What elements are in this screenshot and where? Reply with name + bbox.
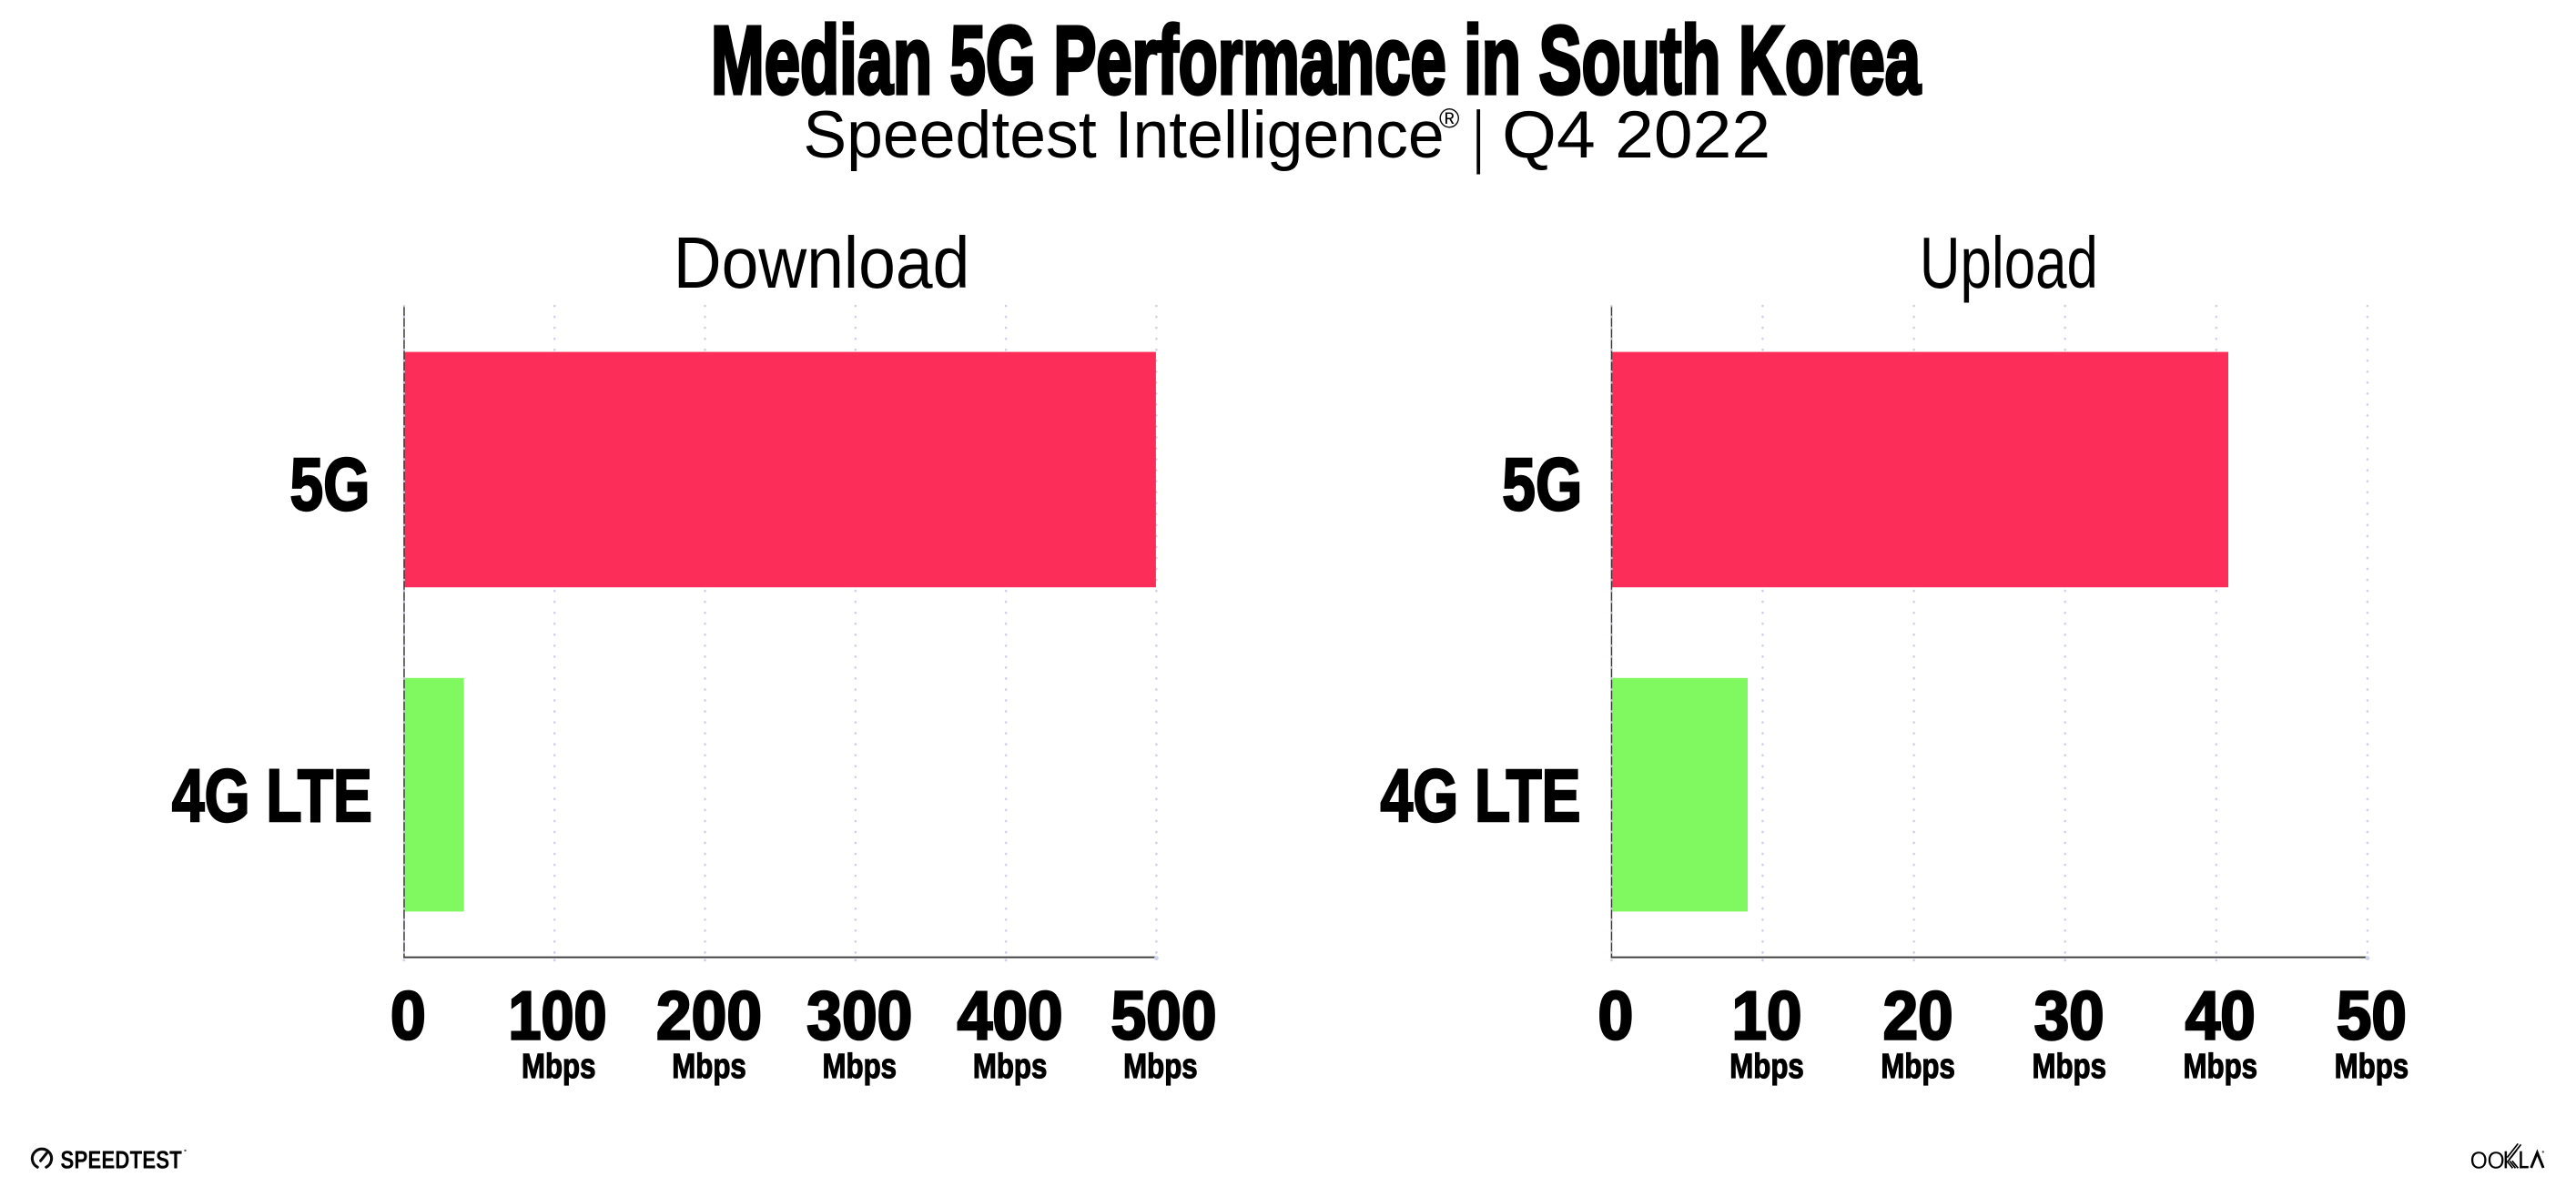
svg-text:Mbps: Mbps — [823, 1047, 898, 1086]
svg-text:20: 20 — [1883, 978, 1953, 1054]
svg-text:OO: OO — [2470, 1148, 2505, 1173]
svg-text:Mbps: Mbps — [1729, 1047, 1804, 1086]
svg-text:4G LTE: 4G LTE — [1381, 755, 1581, 837]
svg-text:Mbps: Mbps — [522, 1047, 596, 1086]
svg-text:50: 50 — [2337, 978, 2407, 1054]
svg-text:Mbps: Mbps — [2184, 1047, 2258, 1086]
svg-text:200: 200 — [656, 978, 762, 1054]
svg-text:10: 10 — [1732, 978, 1802, 1054]
svg-text:0: 0 — [390, 978, 426, 1054]
svg-text:SPEEDTEST: SPEEDTEST — [60, 1146, 182, 1174]
svg-text:0: 0 — [1598, 978, 1634, 1054]
svg-text:30: 30 — [2034, 978, 2104, 1054]
svg-text:400: 400 — [958, 978, 1063, 1054]
svg-text:Q4 2022: Q4 2022 — [1502, 96, 1770, 172]
svg-text:4G LTE: 4G LTE — [172, 755, 372, 837]
svg-text:Speedtest Intelligence: Speedtest Intelligence — [803, 96, 1444, 172]
svg-text:40: 40 — [2186, 978, 2256, 1054]
svg-text:Median 5G Performance in South: Median 5G Performance in South Korea — [711, 6, 1922, 114]
svg-text:300: 300 — [806, 978, 912, 1054]
svg-text:500: 500 — [1111, 978, 1217, 1054]
svg-text:100: 100 — [509, 978, 607, 1054]
svg-text:Mbps: Mbps — [2335, 1047, 2409, 1086]
svg-text:Mbps: Mbps — [672, 1047, 746, 1086]
svg-text:Upload: Upload — [1920, 222, 2098, 303]
svg-text:Download: Download — [674, 222, 970, 303]
svg-text:5G: 5G — [1502, 443, 1582, 526]
svg-text:Mbps: Mbps — [2032, 1047, 2106, 1086]
svg-text:Mbps: Mbps — [1123, 1047, 1198, 1086]
svg-text:5G: 5G — [290, 443, 370, 526]
svg-text:®: ® — [1439, 103, 1459, 134]
svg-text:Mbps: Mbps — [1881, 1047, 1955, 1086]
svg-text:Mbps: Mbps — [973, 1047, 1048, 1086]
